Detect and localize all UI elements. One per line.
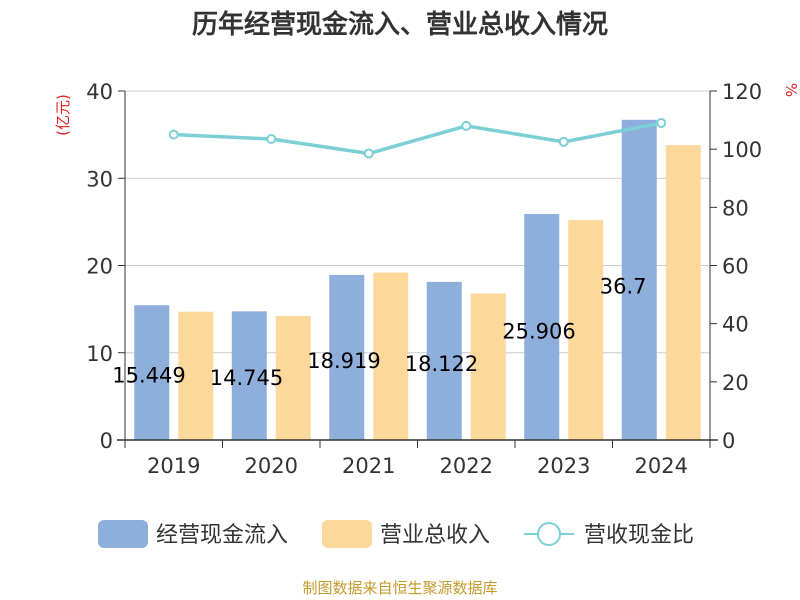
left-tick-label: 20 [86, 255, 113, 279]
right-tick-label: 20 [722, 371, 749, 395]
axes: 0 10 20 30 40 0 20 40 60 80 100 120 2019 2020 2021 2022… [86, 80, 762, 478]
bar-营业总收入-2024 [665, 145, 701, 440]
bar-经营现金流入-2020 [231, 311, 267, 440]
bar-营业总收入-2022 [470, 293, 506, 440]
gridlines [125, 90, 710, 354]
data-label: 14.745 [210, 366, 283, 390]
data-label: 15.449 [112, 363, 185, 387]
ratio-point [558, 136, 569, 147]
bar-经营现金流入-2023 [524, 213, 560, 440]
data-label: 18.919 [307, 349, 380, 373]
bar-营业总收入-2023 [568, 220, 604, 440]
right-tick-label: 120 [722, 80, 762, 104]
legend-label: 经营现金流入 [156, 523, 288, 548]
ratio-line [173, 121, 662, 156]
data-label: 18.122 [405, 352, 478, 376]
legend-swatch-marker [537, 522, 561, 546]
bar-经营现金流入-2022 [426, 281, 462, 440]
ratio-line-group [168, 117, 667, 159]
data-label-group: 15.449 14.745 18.919 18.122 25.906 36.7 [112, 274, 646, 390]
ratio-point [363, 148, 374, 159]
legend-swatch [322, 520, 372, 548]
right-axis-unit: % [782, 83, 800, 97]
chart-title: 历年经营现金流入、营业总收入情况 [192, 9, 608, 40]
bar-营业总收入-2020 [275, 316, 311, 440]
left-tick-label: 40 [86, 80, 113, 104]
left-axis-unit: (亿元) [54, 94, 72, 136]
ratio-point [656, 117, 667, 128]
legend-swatch [98, 520, 148, 548]
right-tick-label: 40 [722, 313, 749, 337]
right-tick-label: 80 [722, 196, 749, 220]
ratio-point [168, 129, 179, 140]
x-tick-label: 2024 [635, 454, 688, 478]
bar-营业总收入-2019 [178, 311, 214, 440]
right-tick-label: 60 [722, 255, 749, 279]
legend-label: 营业总收入 [380, 523, 490, 548]
legend: 经营现金流入 营业总收入 营收现金比 [98, 520, 694, 548]
x-tick-label: 2020 [245, 454, 298, 478]
ratio-point [266, 133, 277, 144]
left-tick-label: 30 [86, 167, 113, 191]
x-tick-label: 2021 [342, 454, 395, 478]
left-tick-label: 0 [100, 429, 113, 453]
right-tick-label: 100 [722, 138, 762, 162]
bar-营业总收入-2021 [373, 272, 409, 440]
x-tick-label: 2023 [537, 454, 590, 478]
right-tick-label: 0 [722, 429, 735, 453]
x-tick-label: 2019 [147, 454, 200, 478]
data-label: 25.906 [502, 320, 575, 344]
data-label: 36.7 [600, 274, 647, 298]
bar-group [134, 119, 701, 440]
bar-经营现金流入-2021 [329, 274, 365, 440]
source-note: 制图数据来自恒生聚源数据库 [302, 579, 497, 597]
x-tick-label: 2022 [440, 454, 493, 478]
bar-经营现金流入-2019 [134, 305, 170, 440]
ratio-point [461, 120, 472, 131]
legend-label: 营收现金比 [584, 523, 694, 548]
left-tick-label: 10 [86, 342, 113, 366]
bar-经营现金流入-2024 [621, 119, 657, 440]
